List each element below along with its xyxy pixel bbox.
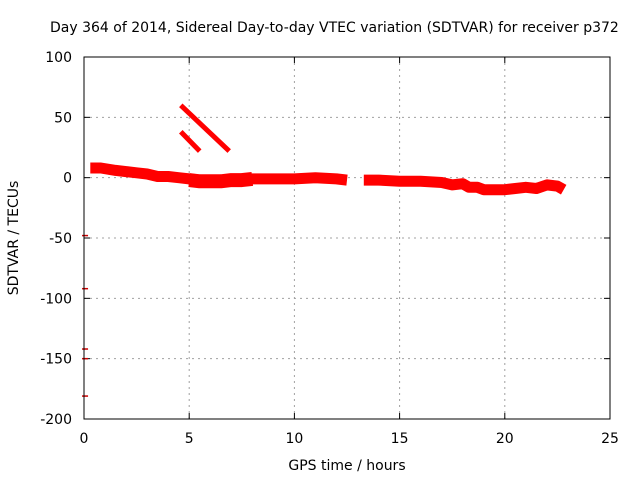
y-tick-label: -50: [49, 231, 72, 247]
grid: [84, 57, 610, 419]
series-main-trace-2: [363, 174, 567, 196]
series-dip-band: [188, 171, 254, 189]
y-tick-label: -150: [40, 352, 72, 368]
series-diagonal-upper: [179, 103, 231, 153]
x-tick-label: 20: [496, 431, 514, 447]
y-axis-label: SDTVAR / TECUs: [6, 181, 22, 296]
series-main-trace: [90, 162, 348, 186]
outlier-layer: [82, 234, 89, 397]
y-tick-label: 100: [45, 50, 72, 66]
tick-labels: 0 5 10 15 20 25 -200 -150 -100 -50 0 50 100: [40, 50, 619, 447]
series-diagonal-lower: [179, 130, 202, 153]
plot-frame: [83, 56, 611, 420]
chart-title: Day 364 of 2014, Sidereal Day-to-day VTE…: [50, 20, 619, 36]
y-tick-label: -100: [40, 291, 72, 307]
x-tick-label: 10: [285, 431, 303, 447]
x-tick-label: 15: [391, 431, 409, 447]
y-tick-label: 0: [63, 171, 72, 187]
x-tick-label: 5: [185, 431, 194, 447]
y-tick-label: 50: [54, 110, 72, 126]
x-tick-label: 25: [601, 431, 619, 447]
series-layer: [90, 103, 567, 196]
x-tick-label: 0: [80, 431, 89, 447]
y-tick-label: -200: [40, 412, 72, 428]
x-axis-label: GPS time / hours: [288, 458, 405, 474]
